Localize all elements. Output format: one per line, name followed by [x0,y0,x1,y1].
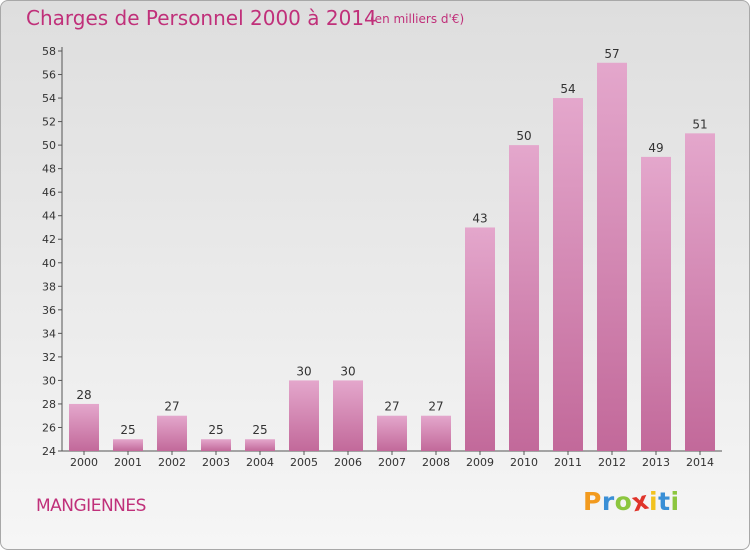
bar-2000 [69,403,99,451]
y-tick-label: 30 [42,374,56,387]
x-tick-label: 2000 [70,456,98,469]
x-tick-label: 2004 [246,456,274,469]
value-label-2006: 30 [340,364,355,378]
x-tick-label: 2010 [510,456,538,469]
x-tick-label: 2011 [554,456,582,469]
bar-2003 [201,439,231,451]
x-tick-label: 2005 [290,456,318,469]
bar-2004 [245,439,275,451]
x-tick-label: 2009 [466,456,494,469]
bar-2006 [333,380,363,451]
x-tick-label: 2006 [334,456,362,469]
value-label-2002: 27 [164,400,179,414]
y-tick-label: 36 [42,304,56,317]
logo-letter: o [614,487,633,516]
value-label-2009: 43 [472,211,487,225]
y-tick-label: 40 [42,257,56,270]
y-tick-label: 50 [42,139,56,152]
bar-2007 [377,415,407,451]
y-tick-label: 24 [42,445,56,458]
bar-2014 [685,133,715,451]
x-tick-label: 2007 [378,456,406,469]
value-label-2001: 25 [120,423,135,437]
logo-letter: P [583,487,602,516]
logo-letter: t [658,487,671,516]
value-label-2014: 51 [692,117,707,131]
value-label-2000: 28 [76,388,91,402]
bar-2008 [421,415,451,451]
x-tick-label: 2001 [114,456,142,469]
logo-letter: i [649,487,659,516]
y-tick-label: 54 [42,92,56,105]
y-tick-label: 58 [42,45,56,58]
bar-2013 [641,156,671,451]
y-tick-label: 48 [42,163,56,176]
x-tick-label: 2008 [422,456,450,469]
value-label-2005: 30 [296,364,311,378]
y-tick-label: 44 [42,210,56,223]
logo-letter: r [601,487,615,516]
chart-title: Charges de Personnel 2000 à 2014 [26,6,377,30]
y-tick-label: 28 [42,398,56,411]
y-tick-label: 26 [42,421,56,434]
proxiti-logo: Proxiti [583,486,680,518]
y-tick-label: 56 [42,69,56,82]
x-tick-label: 2014 [686,456,714,469]
value-label-2003: 25 [208,423,223,437]
value-label-2013: 49 [648,141,663,155]
value-label-2010: 50 [516,129,531,143]
bar-2010 [509,145,539,451]
y-tick-label: 46 [42,186,56,199]
x-tick-label: 2013 [642,456,670,469]
x-tick-label: 2003 [202,456,230,469]
bar-2005 [289,380,319,451]
bar-2002 [157,415,187,451]
bar-2011 [553,98,583,451]
y-tick-label: 52 [42,116,56,129]
y-tick-label: 42 [42,233,56,246]
value-label-2004: 25 [252,423,267,437]
x-tick-label: 2002 [158,456,186,469]
x-tick-label: 2012 [598,456,626,469]
y-tick-label: 38 [42,280,56,293]
location-name: MANGIENNES [36,496,146,516]
value-label-2011: 54 [560,82,575,96]
value-label-2012: 57 [604,47,619,61]
value-label-2007: 27 [384,400,399,414]
bar-2001 [113,439,143,451]
chart-subtitle: (en milliers d'€) [370,12,465,26]
bar-2009 [465,227,495,451]
y-tick-label: 32 [42,351,56,364]
y-tick-label: 34 [42,327,56,340]
value-label-2008: 27 [428,400,443,414]
bar-2012 [597,62,627,451]
logo-letter: i [670,487,680,516]
